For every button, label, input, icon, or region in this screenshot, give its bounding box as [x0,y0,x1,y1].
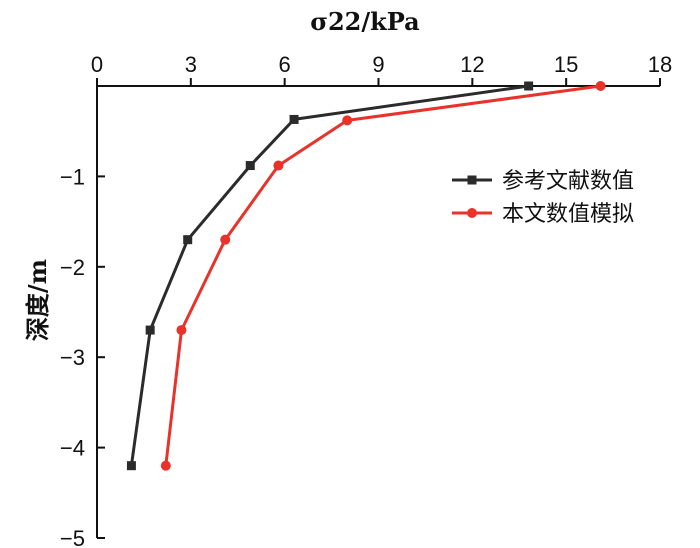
data-point-circle [342,115,353,126]
x-tick-label: 12 [460,52,484,77]
x-tick-label: 18 [648,52,672,77]
series-line-2 [164,84,601,466]
axes: 0 3 6 9 12 15 18 −1 −2 −3 −4 −5 [60,52,672,548]
legend-label-2: 本文数值模拟 [502,202,634,227]
data-point-circle [160,460,171,471]
x-tick-label: 6 [279,52,291,77]
y-tick-label: −5 [60,526,85,548]
y-tick-label: −3 [60,345,85,370]
x-tick-label: 0 [91,52,103,77]
data-point-circle [273,160,284,171]
legend-label-1: 参考文献数值 [502,169,634,194]
data-point-square [245,161,255,171]
y-tick-label: −1 [60,164,85,189]
data-point-square [289,114,299,124]
data-point-circle [220,234,231,245]
data-point-circle [595,81,606,91]
x-tick-label: 9 [372,52,384,77]
data-point-square [183,235,193,245]
y-axis-title: 深度/m [23,259,52,341]
data-point-circle [176,325,187,336]
data-point-square [524,81,534,91]
x-tick-label: 15 [554,52,578,77]
data-point-square [126,461,136,471]
x-axis-title: σ22/kPa [310,7,419,36]
legend-marker-square [467,175,477,185]
data-point-square [145,325,155,335]
y-tick-label: −2 [60,255,85,280]
series-line-1 [129,84,529,466]
y-tick-label: −4 [60,436,85,461]
legend-marker-circle [467,208,477,218]
series-layer [126,81,606,471]
x-tick-label: 3 [185,52,197,77]
